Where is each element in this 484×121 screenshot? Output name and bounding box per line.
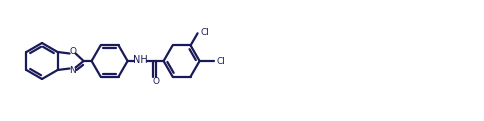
- Text: O: O: [69, 47, 76, 56]
- Text: O: O: [152, 77, 159, 87]
- Text: Cl: Cl: [216, 57, 225, 65]
- Text: Cl: Cl: [200, 28, 209, 37]
- Text: NH: NH: [133, 55, 148, 65]
- Text: N: N: [69, 66, 76, 75]
